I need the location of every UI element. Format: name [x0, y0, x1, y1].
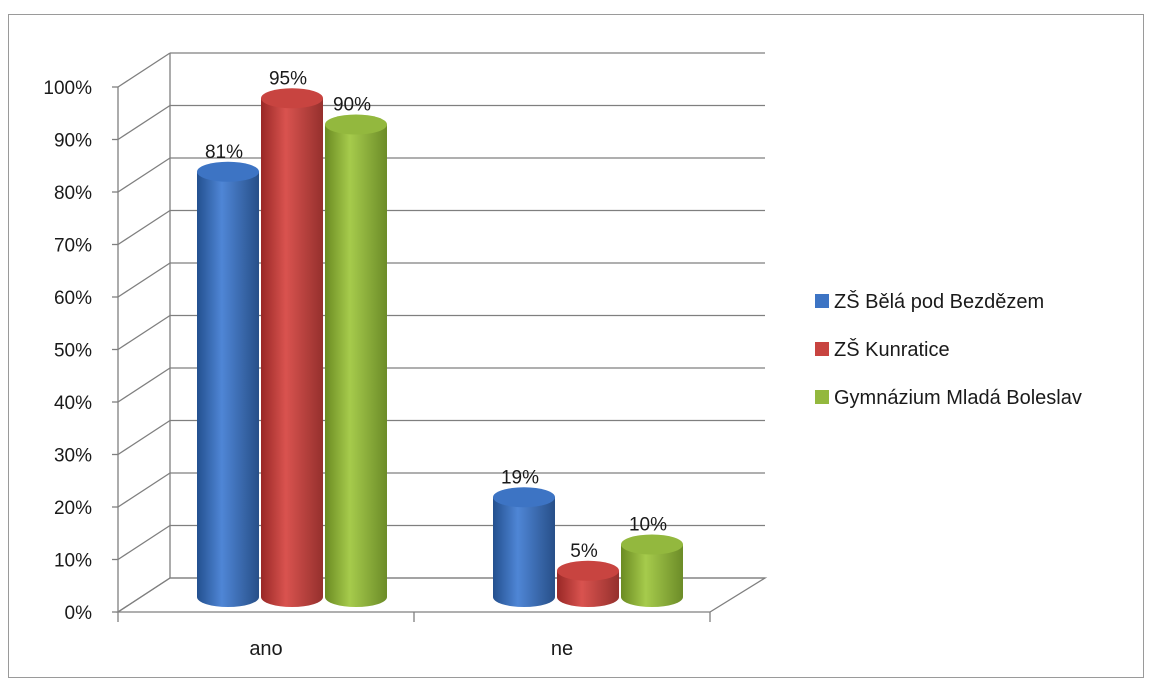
data-label: 81%: [205, 142, 243, 163]
side-gridline: [117, 419, 171, 456]
y-tick-label: 40%: [54, 393, 92, 414]
data-label: 5%: [570, 541, 598, 562]
bar: [621, 534, 683, 607]
bar-body: [261, 98, 323, 607]
y-tick-label: 100%: [43, 78, 92, 99]
y-tick-label: 10%: [54, 551, 92, 572]
side-gridline: [117, 157, 171, 193]
side-gridline: [117, 472, 171, 508]
bar-top: [261, 88, 323, 109]
legend-label: ZŠ Bělá pod Bezdězem: [834, 290, 1044, 313]
side-gridline: [117, 52, 171, 88]
chart-floor: [115, 577, 768, 613]
side-gridline: [117, 314, 171, 351]
bar-body: [325, 124, 387, 607]
side-gridline: [117, 209, 171, 246]
bar-top: [621, 534, 683, 555]
bar: [557, 560, 619, 607]
y-tick-label: 80%: [54, 183, 92, 204]
x-category-label: ne: [551, 638, 573, 660]
y-tick-label: 0%: [65, 603, 93, 624]
x-category-label: ano: [249, 638, 282, 660]
data-label-layer: 81% 95% 90% 19% 5% 10%: [205, 68, 667, 562]
legend-label: Gymnázium Mladá Boleslav: [834, 387, 1082, 409]
bar-body: [197, 171, 259, 607]
y-tick-label: 30%: [54, 446, 92, 467]
bar: [261, 88, 323, 607]
legend-swatch: [815, 342, 829, 356]
legend: ZŠ Bělá pod Bezdězem ZŠ Kunratice Gymnáziu…: [815, 290, 1082, 409]
legend-swatch: [815, 294, 829, 308]
y-tick-label: 20%: [54, 498, 92, 519]
bar-top: [197, 161, 259, 182]
bar: [197, 161, 259, 607]
y-tick-label: 50%: [54, 341, 92, 362]
bar-body: [557, 570, 619, 607]
side-gridline: [117, 262, 171, 298]
data-label: 90%: [333, 95, 371, 116]
bar-layer: [197, 88, 683, 607]
bar-body: [493, 497, 555, 607]
legend-swatch: [815, 390, 829, 404]
bar-top: [325, 114, 387, 135]
y-tick-label: 60%: [54, 288, 92, 309]
side-gridline: [117, 524, 171, 561]
data-label: 10%: [629, 515, 667, 536]
bar: [493, 487, 555, 607]
data-label: 19%: [501, 467, 539, 488]
data-label: 95%: [269, 68, 307, 89]
y-tick-label: 70%: [54, 236, 92, 257]
bar: [325, 114, 387, 607]
legend-label: ZŠ Kunratice: [834, 338, 950, 361]
bar-top: [557, 560, 619, 581]
bar-body: [621, 544, 683, 607]
side-gridline: [117, 367, 171, 403]
y-tick-label: 90%: [54, 131, 92, 152]
side-gridline: [117, 104, 171, 141]
bar-top: [493, 487, 555, 508]
axis-layer: 0% 10% 20% 30% 40% 50% 60% 70% 80% 90% 100% ano ne: [43, 78, 711, 660]
